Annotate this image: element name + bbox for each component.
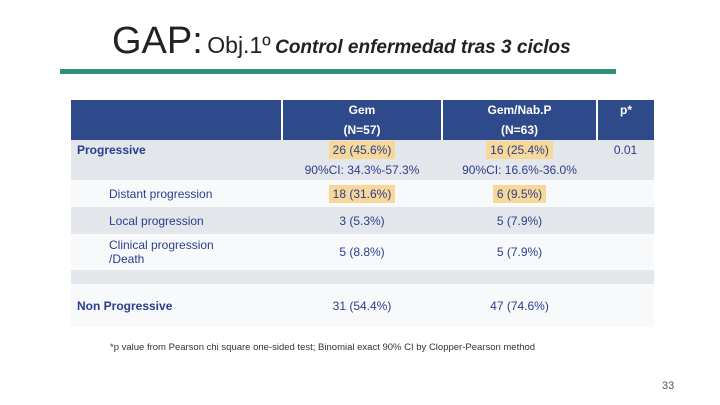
- table-row: Progressive 26 (45.6%) 16 (25.4%) 0.01: [71, 140, 654, 160]
- header-p: p*: [597, 100, 654, 120]
- header-gem-nabp-n: (N=63): [442, 120, 598, 140]
- clinical-gem: 5 (8.8%): [282, 234, 442, 270]
- distant-nabp: 6 (9.5%): [492, 184, 547, 203]
- progressive-p: 0.01: [597, 140, 654, 160]
- slide-title: GAP: Obj.1º Control enfermedad tras 3 ci…: [112, 22, 571, 60]
- distant-gem: 18 (31.6%): [328, 184, 396, 203]
- local-nabp: 5 (7.9%): [442, 207, 597, 234]
- header-n-row: (N=57) (N=63): [71, 120, 654, 140]
- local-gem: 3 (5.3%): [282, 207, 442, 234]
- row-label-clinical: Clinical progression /Death: [71, 234, 282, 270]
- progressive-nabp-ci: 90%CI: 16.6%-36.0%: [442, 160, 597, 180]
- spacer-row: [71, 270, 654, 284]
- progressive-nabp: 16 (25.4%): [486, 141, 553, 159]
- header-gem-n: (N=57): [282, 120, 443, 140]
- progressive-gem: 26 (45.6%): [328, 141, 396, 159]
- title-sub: Obj.1º: [207, 32, 271, 58]
- table-row: 90%CI: 34.3%-57.3% 90%CI: 16.6%-36.0%: [71, 160, 654, 180]
- header-blank: [71, 100, 283, 120]
- row-label-nonprogressive: Non Progressive: [71, 284, 282, 327]
- clinical-nabp: 5 (7.9%): [442, 234, 597, 270]
- progressive-gem-ci: 90%CI: 34.3%-57.3%: [282, 160, 442, 180]
- table-row: Clinical progression /Death 5 (8.8%) 5 (…: [71, 234, 654, 270]
- header-row: Gem Gem/Nab.P p*: [71, 100, 654, 120]
- title-main: GAP:: [112, 20, 203, 62]
- results-table: Gem Gem/Nab.P p* (N=57) (N=63) Progressi…: [71, 100, 654, 327]
- row-label-progressive: Progressive: [71, 140, 282, 160]
- page-number: 33: [662, 380, 675, 392]
- table-row: Non Progressive 31 (54.4%) 47 (74.6%): [71, 284, 654, 327]
- row-label-distant: Distant progression: [71, 180, 282, 207]
- nonprog-gem: 31 (54.4%): [282, 284, 442, 327]
- header-gem-nabp: Gem/Nab.P: [442, 100, 598, 120]
- header-gem: Gem: [282, 100, 443, 120]
- footnote: *p value from Pearson chi square one-sid…: [110, 342, 536, 353]
- title-italic: Control enfermedad tras 3 ciclos: [275, 37, 571, 58]
- table-row: Distant progression 18 (31.6%) 6 (9.5%): [71, 180, 654, 207]
- title-underline: [60, 69, 616, 74]
- nonprog-nabp: 47 (74.6%): [442, 284, 597, 327]
- row-label-local: Local progression: [71, 207, 282, 234]
- table-row: Local progression 3 (5.3%) 5 (7.9%): [71, 207, 654, 234]
